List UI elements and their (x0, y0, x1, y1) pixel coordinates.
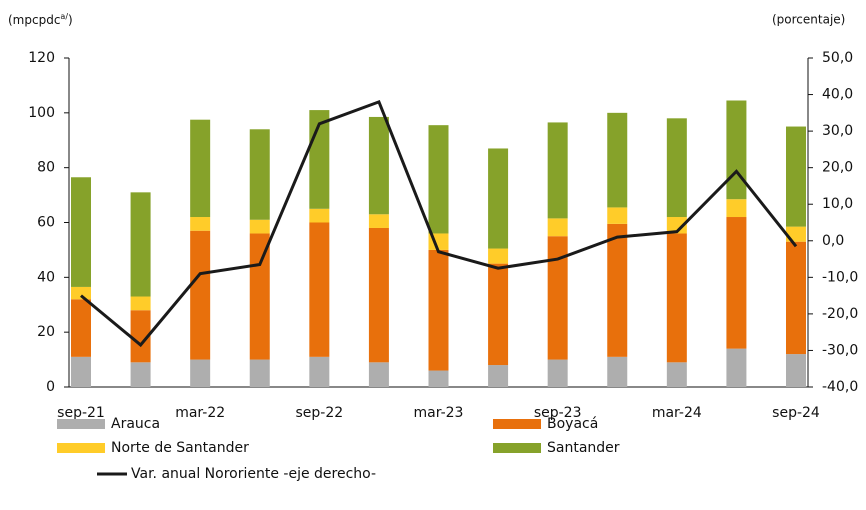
legend-label: Santander (547, 440, 620, 456)
bar-segment (726, 100, 747, 200)
y2-tick-label: -40,0 (822, 379, 858, 395)
y-tick-label: 60 (37, 215, 55, 231)
bar-segment (547, 236, 568, 360)
y-tick-label: 40 (37, 269, 55, 285)
bar-segment (190, 359, 211, 387)
bar-segment (607, 207, 628, 224)
y2-tick-label: 50,0 (822, 50, 853, 66)
x-tick-label: sep-22 (295, 405, 343, 421)
y-label-close: ) (68, 13, 73, 27)
bar-segment (249, 129, 270, 220)
bar-segment (428, 249, 449, 371)
bar-segment (309, 356, 330, 387)
y2-tick-label: -30,0 (822, 342, 858, 358)
bar-segment (249, 359, 270, 387)
x-tick-label: sep-24 (772, 405, 820, 421)
bar-segment (488, 263, 509, 366)
bar-segment (547, 359, 568, 387)
bar-segment (190, 230, 211, 360)
x-tick-label: sep-21 (57, 405, 105, 421)
bar-segment (786, 241, 806, 355)
bar-segment (249, 233, 270, 360)
bar-segment (666, 217, 687, 234)
bar-segment (309, 222, 330, 357)
bar-segment (726, 348, 747, 387)
bar-segment (71, 286, 91, 300)
bar-segment (428, 370, 449, 387)
bar-segment (190, 217, 211, 231)
y-tick-label: 80 (37, 160, 55, 176)
bar-segment (249, 219, 270, 234)
bar-segment (190, 119, 211, 218)
bar-segment (71, 177, 91, 287)
bar-segment (547, 218, 568, 237)
legend-label: Var. anual Nororiente -eje derecho- (131, 466, 376, 482)
y-axis-label: (mpcpdca/) (8, 12, 73, 27)
bar-segment (130, 310, 151, 363)
y-tick-label: 120 (28, 50, 55, 66)
bar-segment (726, 217, 747, 349)
y-label-sup: a/ (60, 12, 68, 21)
bar-segment (368, 362, 389, 387)
bar-segment (428, 125, 449, 234)
bar-segment (130, 296, 151, 311)
bar-segment (666, 233, 687, 363)
bar-segment (488, 248, 509, 264)
bar-segment (71, 356, 91, 387)
x-tick-label: mar-23 (414, 405, 464, 421)
y2-tick-label: 30,0 (822, 123, 853, 139)
legend-swatch (57, 419, 105, 429)
bar-segment (71, 299, 91, 357)
x-tick-label: sep-23 (534, 405, 582, 421)
y-tick-label: 20 (37, 324, 55, 340)
line-series (80, 99, 798, 348)
y-label-text: (mpcpdc (8, 13, 60, 27)
y2-tick-label: -20,0 (822, 306, 858, 322)
bar-segment (368, 227, 389, 363)
bar-segment (130, 362, 151, 387)
y2-tick-label: -10,0 (822, 269, 858, 285)
y2-tick-label: 0,0 (822, 233, 844, 249)
bar-segment (607, 112, 628, 208)
legend-label: Arauca (111, 416, 160, 432)
y2-tick-label: 40,0 (822, 87, 853, 103)
bar-segment (368, 116, 389, 215)
bar-segment (309, 208, 330, 223)
x-tick-label: mar-24 (652, 405, 702, 421)
x-tick-label: mar-22 (175, 405, 225, 421)
y-tick-label: 100 (28, 105, 55, 121)
bar-segment (130, 192, 151, 297)
bar-segment (488, 365, 509, 387)
bar-segment (368, 214, 389, 228)
bar-segment (786, 126, 806, 227)
legend-swatch (493, 443, 541, 453)
y2-tick-label: 10,0 (822, 196, 853, 212)
bar-segment (607, 223, 628, 357)
bar-segment (666, 362, 687, 387)
y-tick-label: 0 (46, 379, 55, 395)
bar-segment (607, 356, 628, 387)
bar-segment (726, 199, 747, 218)
y2-axis-label: (porcentaje) (772, 13, 845, 27)
bar-segment (488, 148, 509, 249)
bar-segment (666, 118, 687, 218)
legend-label: Norte de Santander (111, 440, 249, 456)
bar-segment (547, 122, 568, 219)
bar-segment (786, 354, 806, 387)
legend-label: Boyacá (547, 416, 598, 432)
legend-swatch (57, 443, 105, 453)
y2-tick-label: 20,0 (822, 160, 853, 176)
legend-swatch (493, 419, 541, 429)
